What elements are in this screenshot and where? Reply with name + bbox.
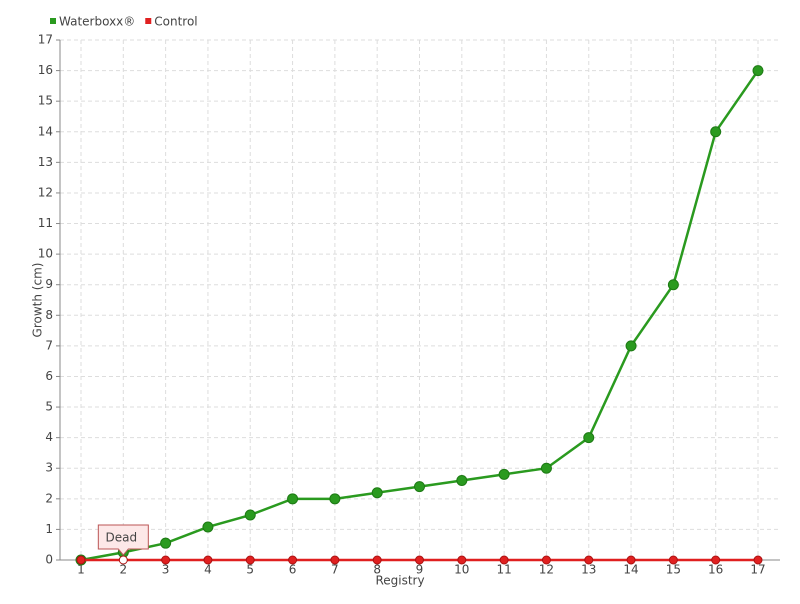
- legend-swatch: [145, 18, 152, 24]
- y-tick-label: 14: [38, 124, 53, 138]
- point: [753, 555, 763, 565]
- point: [415, 555, 424, 565]
- y-tick-label: 8: [45, 308, 53, 322]
- annotation: Dead: [106, 531, 138, 545]
- y-tick-label: 10: [38, 247, 53, 261]
- x-tick-label: 12: [539, 563, 554, 577]
- y-tick-label: 17: [38, 33, 53, 47]
- point: [668, 555, 678, 565]
- point: [456, 474, 468, 486]
- point: [161, 555, 171, 565]
- point: [329, 493, 341, 505]
- annotation-box: [97, 524, 149, 556]
- x-tick-label: 8: [373, 563, 381, 577]
- point: [160, 537, 172, 549]
- y-tick-label: 16: [38, 63, 53, 77]
- x-tick-label: 4: [204, 563, 212, 577]
- y-tick-label: 5: [45, 400, 53, 414]
- point: [711, 555, 721, 565]
- point: [498, 468, 510, 480]
- y-tick-label: 2: [45, 491, 53, 505]
- y-tick-label: 13: [38, 155, 53, 169]
- point: [372, 555, 382, 565]
- point: [457, 555, 467, 565]
- y-axis-label: Growth (cm): [31, 263, 45, 338]
- x-tick-label: 6: [289, 563, 297, 577]
- y-tick-label: 3: [45, 461, 53, 475]
- point: [499, 555, 509, 565]
- y-tick-label: 11: [38, 216, 53, 230]
- x-axis-label: Registry: [375, 574, 424, 588]
- x-tick-label: 9: [416, 563, 424, 577]
- point: [752, 65, 764, 77]
- legend-label: Waterboxx®: [59, 15, 135, 29]
- x-tick-label: 14: [623, 563, 638, 577]
- x-tick-label: 11: [496, 563, 511, 577]
- point: [202, 521, 214, 533]
- point: [288, 555, 298, 565]
- point: [667, 279, 679, 291]
- point: [244, 509, 256, 521]
- x-tick-label: 2: [119, 563, 127, 577]
- point: [414, 481, 425, 493]
- point: [330, 555, 340, 565]
- point: [287, 493, 299, 505]
- point: [540, 462, 552, 474]
- x-tick-label: 13: [581, 563, 596, 577]
- x-tick-label: 7: [331, 563, 339, 577]
- y-tick-label: 1: [45, 522, 53, 536]
- point: [583, 432, 595, 444]
- point: [76, 555, 86, 565]
- y-tick-label: 9: [45, 277, 53, 291]
- x-tick-label: 5: [246, 563, 254, 577]
- y-tick-label: 6: [45, 369, 53, 383]
- point: [371, 487, 383, 499]
- x-tick-label: 1: [77, 563, 85, 577]
- y-tick-label: 12: [38, 185, 53, 199]
- point: [625, 340, 637, 352]
- point: [626, 555, 636, 565]
- legend-swatch: [50, 18, 56, 24]
- x-tick-label: 17: [750, 563, 765, 577]
- point: [203, 555, 213, 565]
- x-tick-label: 16: [708, 563, 723, 577]
- y-tick-label: 0: [45, 553, 53, 567]
- y-tick-label: 15: [38, 94, 53, 108]
- point: [710, 126, 722, 138]
- point: [245, 555, 255, 565]
- x-tick-label: 3: [162, 563, 170, 577]
- x-tick-label: 10: [454, 563, 469, 577]
- legend-label: Control: [154, 15, 197, 29]
- point: [541, 555, 551, 565]
- point: [118, 555, 128, 565]
- y-tick-label: 4: [45, 430, 53, 444]
- y-tick-label: 7: [45, 338, 53, 352]
- x-tick-label: 15: [666, 563, 681, 577]
- point: [584, 555, 594, 565]
